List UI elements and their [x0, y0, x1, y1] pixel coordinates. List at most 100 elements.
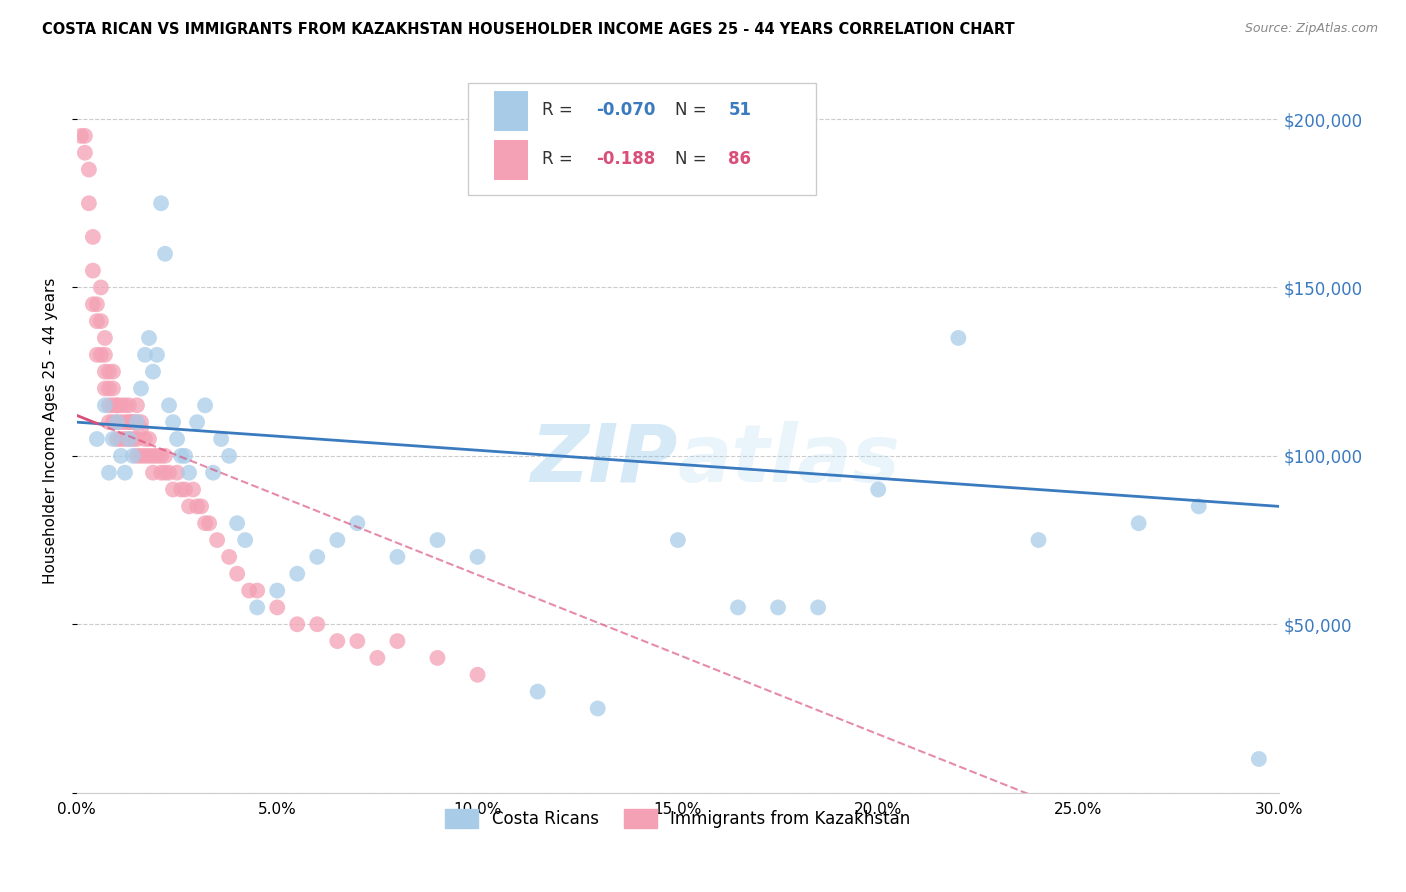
Point — [1128, 516, 1150, 531]
Text: Source: ZipAtlas.com: Source: ZipAtlas.com — [1244, 22, 1378, 36]
FancyBboxPatch shape — [494, 91, 527, 130]
Point — [948, 331, 970, 345]
Point — [122, 449, 145, 463]
Point — [86, 348, 108, 362]
Point — [246, 583, 269, 598]
Point — [101, 382, 124, 396]
Point — [122, 415, 145, 429]
Point — [125, 398, 148, 412]
Point — [666, 533, 689, 547]
Point — [142, 449, 165, 463]
Point — [110, 398, 132, 412]
Point — [110, 415, 132, 429]
Point — [198, 516, 221, 531]
Point — [426, 533, 449, 547]
Point — [177, 500, 200, 514]
Point — [86, 432, 108, 446]
Point — [73, 145, 96, 160]
Point — [170, 483, 193, 497]
Point — [70, 128, 93, 143]
Point — [186, 500, 208, 514]
Point — [118, 432, 141, 446]
Point — [166, 432, 188, 446]
Point — [97, 365, 120, 379]
Point — [134, 348, 156, 362]
Point — [129, 449, 152, 463]
Point — [868, 483, 890, 497]
FancyBboxPatch shape — [494, 140, 527, 179]
Point — [129, 415, 152, 429]
Text: 51: 51 — [728, 102, 751, 120]
Legend: Costa Ricans, Immigrants from Kazakhstan: Costa Ricans, Immigrants from Kazakhstan — [439, 803, 917, 835]
Point — [101, 415, 124, 429]
Point — [97, 398, 120, 412]
Point — [101, 398, 124, 412]
Point — [122, 432, 145, 446]
Point — [129, 422, 152, 436]
Point — [186, 415, 208, 429]
Point — [218, 449, 240, 463]
Point — [366, 651, 388, 665]
Point — [125, 415, 148, 429]
Point — [114, 415, 136, 429]
Point — [94, 348, 117, 362]
Point — [346, 516, 368, 531]
Point — [202, 466, 225, 480]
Point — [114, 432, 136, 446]
Point — [190, 500, 212, 514]
Y-axis label: Householder Income Ages 25 - 44 years: Householder Income Ages 25 - 44 years — [44, 277, 58, 583]
Point — [125, 432, 148, 446]
Point — [238, 583, 260, 598]
Point — [105, 398, 128, 412]
Point — [138, 331, 160, 345]
Point — [86, 297, 108, 311]
Point — [150, 196, 173, 211]
Point — [807, 600, 830, 615]
Text: -0.188: -0.188 — [596, 150, 655, 169]
Point — [162, 415, 184, 429]
FancyBboxPatch shape — [468, 83, 815, 195]
Point — [766, 600, 789, 615]
Point — [1028, 533, 1050, 547]
Point — [205, 533, 228, 547]
Point — [387, 634, 409, 648]
Point — [150, 449, 173, 463]
Point — [146, 348, 169, 362]
Point — [110, 432, 132, 446]
Point — [97, 382, 120, 396]
Point — [387, 549, 409, 564]
Point — [170, 449, 193, 463]
Text: ZIP: ZIP — [530, 420, 678, 499]
Point — [118, 398, 141, 412]
Point — [467, 667, 489, 681]
Text: COSTA RICAN VS IMMIGRANTS FROM KAZAKHSTAN HOUSEHOLDER INCOME AGES 25 - 44 YEARS : COSTA RICAN VS IMMIGRANTS FROM KAZAKHSTA… — [42, 22, 1015, 37]
Text: 86: 86 — [728, 150, 751, 169]
Point — [138, 432, 160, 446]
Point — [94, 382, 117, 396]
Point — [174, 449, 197, 463]
Point — [94, 365, 117, 379]
Point — [114, 466, 136, 480]
Point — [90, 314, 112, 328]
Text: R =: R = — [543, 102, 578, 120]
Point — [114, 398, 136, 412]
Text: -0.070: -0.070 — [596, 102, 655, 120]
Point — [285, 617, 308, 632]
Point — [105, 432, 128, 446]
Text: R =: R = — [543, 150, 578, 169]
Point — [209, 432, 232, 446]
Point — [125, 415, 148, 429]
Point — [90, 280, 112, 294]
Point — [97, 466, 120, 480]
Point — [1247, 752, 1270, 766]
Text: N =: N = — [675, 150, 713, 169]
Point — [125, 449, 148, 463]
Point — [153, 246, 176, 260]
Point — [307, 549, 329, 564]
Point — [134, 432, 156, 446]
Point — [157, 398, 180, 412]
Point — [118, 415, 141, 429]
Point — [150, 466, 173, 480]
Point — [90, 348, 112, 362]
Point — [326, 634, 349, 648]
